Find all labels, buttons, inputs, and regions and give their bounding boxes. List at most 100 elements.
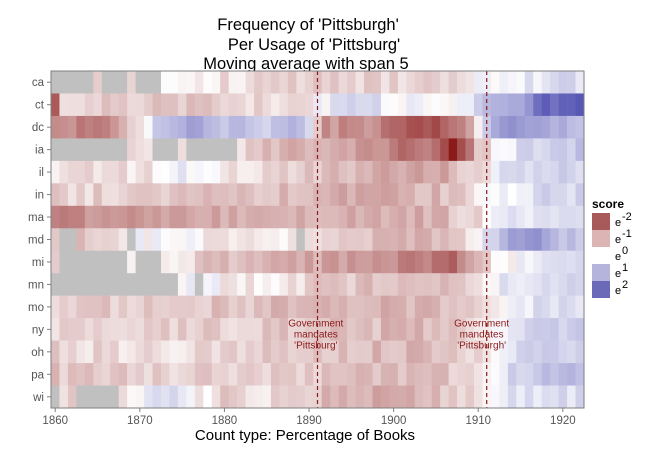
heatmap-cell xyxy=(313,71,323,94)
heatmap-cell xyxy=(270,295,280,319)
heatmap-cell xyxy=(211,160,221,184)
y-tick-label: oh xyxy=(31,347,44,359)
x-tick-label: 1910 xyxy=(465,415,491,427)
heatmap-cell xyxy=(304,160,314,184)
x-tick-label: 1860 xyxy=(42,415,68,427)
heatmap-cell xyxy=(127,138,136,162)
heatmap-cell xyxy=(270,115,280,139)
heatmap-cell xyxy=(84,295,94,319)
heatmap-cell xyxy=(160,250,170,274)
heatmap-cell xyxy=(567,295,576,319)
heatmap-cell xyxy=(499,205,509,229)
heatmap-cell xyxy=(152,93,162,117)
heatmap-cell xyxy=(127,273,136,296)
heatmap-cell xyxy=(482,93,492,117)
heatmap-cell xyxy=(321,228,331,252)
heatmap-cell xyxy=(440,250,449,274)
heatmap-cell xyxy=(313,183,323,207)
heatmap-cell xyxy=(76,295,86,319)
heatmap-cell xyxy=(516,273,526,296)
heatmap-cell xyxy=(194,318,204,341)
heatmap-cell xyxy=(406,205,416,229)
heatmap-cell xyxy=(457,228,466,252)
heatmap-cell xyxy=(499,273,509,296)
heatmap-cell xyxy=(135,250,145,274)
heatmap-cell xyxy=(245,363,255,386)
heatmap-cell xyxy=(287,340,297,364)
heatmap-cell xyxy=(465,363,475,386)
heatmap-cell xyxy=(457,340,466,364)
heatmap-cell xyxy=(101,250,111,274)
heatmap-cell xyxy=(423,228,433,252)
heatmap-cell xyxy=(372,138,382,162)
heatmap-cell xyxy=(482,318,492,341)
heatmap-cell xyxy=(558,295,568,319)
heatmap-cell xyxy=(457,71,466,94)
heatmap-cell xyxy=(287,160,297,184)
heatmap-cell xyxy=(304,273,314,296)
heatmap-cell xyxy=(372,93,382,117)
heatmap-cell xyxy=(330,93,339,117)
heatmap-cell xyxy=(59,273,69,296)
heatmap-cell xyxy=(516,318,526,341)
heatmap-cell xyxy=(465,71,475,94)
heatmap-cell xyxy=(550,228,559,252)
heatmap-cell xyxy=(414,160,424,184)
heatmap-cell xyxy=(575,205,585,229)
heatmap-cell xyxy=(347,385,356,409)
heatmap-cell xyxy=(194,273,204,296)
heatmap-cell xyxy=(262,295,272,319)
heatmap-cell xyxy=(127,385,136,409)
heatmap-cell xyxy=(406,340,416,364)
heatmap-cell xyxy=(169,205,179,229)
heatmap-cell xyxy=(474,318,483,341)
heatmap-cell xyxy=(245,250,255,274)
heatmap-cell xyxy=(160,385,170,409)
heatmap-cell xyxy=(84,93,94,117)
heatmap-cell xyxy=(144,93,153,117)
heatmap-cell xyxy=(135,93,145,117)
heatmap-cell xyxy=(516,205,526,229)
heatmap-cell xyxy=(507,273,517,296)
heatmap-cell xyxy=(135,363,145,386)
heatmap-cell xyxy=(152,340,162,364)
heatmap-cell xyxy=(237,340,246,364)
legend-label-exponent: 2 xyxy=(622,279,628,291)
heatmap-cell xyxy=(558,228,568,252)
heatmap-cell xyxy=(177,228,187,252)
heatmap-cell xyxy=(516,115,526,139)
heatmap-cell xyxy=(507,250,517,274)
heatmap-cell xyxy=(465,205,475,229)
heatmap-cell xyxy=(440,93,449,117)
heatmap-cell xyxy=(567,273,576,296)
heatmap-cell xyxy=(355,71,365,94)
heatmap-cell xyxy=(474,71,483,94)
heatmap-cell xyxy=(372,228,382,252)
heatmap-cell xyxy=(457,250,466,274)
heatmap-cell xyxy=(389,115,399,139)
y-tick-label: dc xyxy=(32,122,44,134)
heatmap-cell xyxy=(118,363,128,386)
heatmap-cell xyxy=(499,363,509,386)
heatmap-cell xyxy=(457,205,466,229)
heatmap-cell xyxy=(355,115,365,139)
heatmap-cell xyxy=(397,138,407,162)
heatmap-cell xyxy=(144,205,153,229)
heatmap-cell xyxy=(524,340,534,364)
heatmap-cell xyxy=(541,160,551,184)
heatmap-cell xyxy=(364,363,373,386)
heatmap-cell xyxy=(237,385,246,409)
heatmap-cell xyxy=(431,228,441,252)
heatmap-cell xyxy=(355,93,365,117)
heatmap-cell xyxy=(51,71,60,94)
heatmap-cell xyxy=(457,160,466,184)
heatmap-cell xyxy=(118,115,128,139)
heatmap-cell xyxy=(541,273,551,296)
heatmap-cell xyxy=(414,250,424,274)
heatmap-cell xyxy=(321,363,331,386)
heatmap-cell xyxy=(177,71,187,94)
heatmap-cell xyxy=(110,250,119,274)
heatmap-cell xyxy=(380,205,390,229)
heatmap-cell xyxy=(237,205,246,229)
